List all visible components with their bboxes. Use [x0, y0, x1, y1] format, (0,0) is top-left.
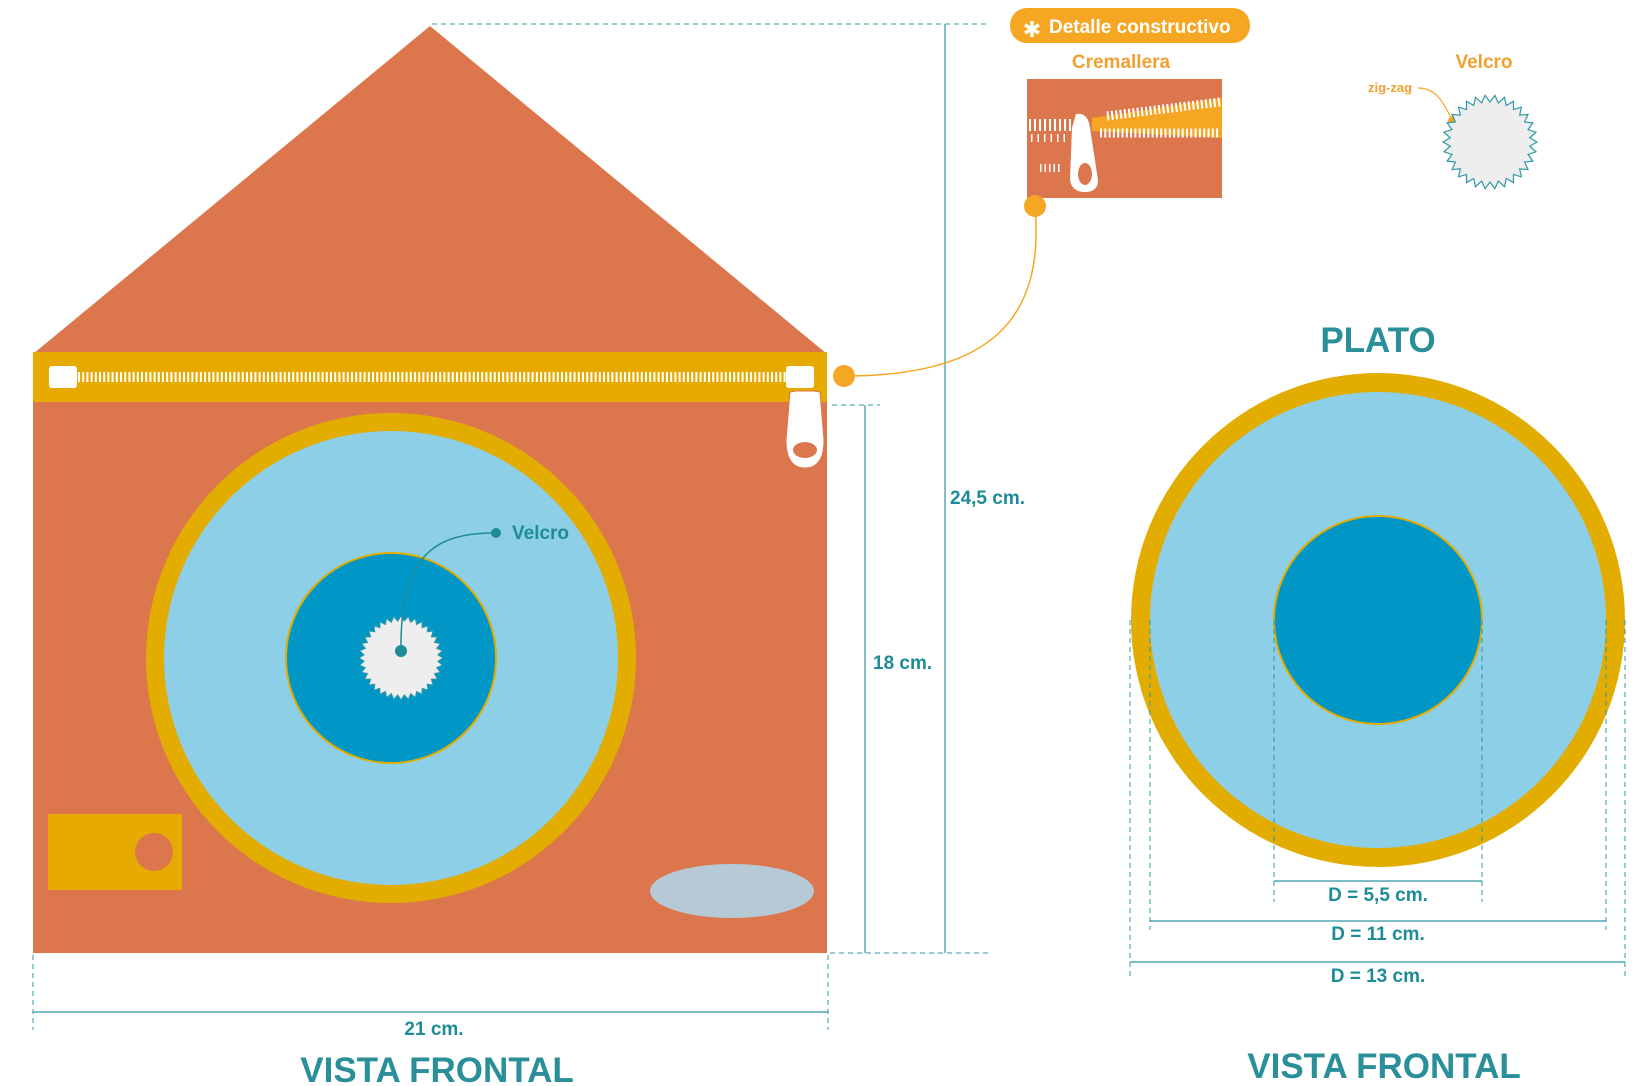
velcro-detail-label: Velcro: [1455, 52, 1512, 73]
detail-callout: ✱ Detalle constructivo Cremallera Velcro…: [833, 8, 1539, 387]
velcro-patch: [358, 615, 444, 701]
fabric-tag: [48, 814, 182, 890]
house-view-title: VISTA FRONTAL: [300, 1051, 574, 1086]
velcro-leader-dot: [395, 645, 407, 657]
plate-view-title: VISTA FRONTAL: [1247, 1047, 1521, 1086]
detail-badge-label: Detalle constructivo: [1049, 17, 1231, 38]
connector-dot-zipper: [833, 365, 855, 387]
zipper-band: [33, 352, 827, 402]
house-dimensions: 24,5 cm. 18 cm. 21 cm. VISTA FRONTAL: [32, 23, 1025, 1086]
zipper: [33, 352, 827, 469]
zipper-detail: [1027, 79, 1222, 198]
dim-width: 21 cm.: [404, 1019, 463, 1040]
plate-dimensions: D = 5,5 cm. D = 11 cm. D = 13 cm. VISTA …: [1129, 620, 1626, 1086]
house-front-view: Velcro: [33, 26, 827, 953]
house-plate: Velcro: [146, 413, 636, 903]
zipper-stop-left: [49, 366, 77, 388]
zipper-detail-label: Cremallera: [1072, 52, 1171, 73]
tag-hole: [135, 833, 173, 871]
zipper-pull-icon: [785, 390, 825, 469]
connector-dot-detail: [1024, 195, 1046, 217]
zigzag-label: zig-zag: [1368, 80, 1412, 95]
plate-heading: PLATO: [1320, 321, 1435, 360]
asterisk-icon: ✱: [1023, 18, 1041, 43]
zigzag-leader: [1417, 87, 1454, 122]
dim-outer-diameter: D = 13 cm.: [1331, 966, 1426, 987]
velcro-detail-patch: [1441, 94, 1539, 190]
detail-connector: [844, 205, 1037, 377]
plate-inner: [1273, 515, 1483, 725]
velcro-label: Velcro: [512, 523, 569, 544]
velcro-leader-end: [491, 528, 501, 538]
dim-middle-diameter: D = 11 cm.: [1331, 924, 1424, 945]
dim-total-height: 24,5 cm.: [950, 488, 1025, 509]
dim-body-height: 18 cm.: [873, 653, 932, 674]
zipper-slider: [786, 366, 814, 388]
plate-view: PLATO: [1131, 321, 1625, 867]
detail-badge: [1010, 8, 1250, 43]
dim-inner-diameter: D = 5,5 cm.: [1328, 885, 1428, 906]
pocket-oval: [650, 864, 814, 918]
velcro-leader-line: [400, 532, 495, 652]
house-roof: [33, 26, 827, 354]
